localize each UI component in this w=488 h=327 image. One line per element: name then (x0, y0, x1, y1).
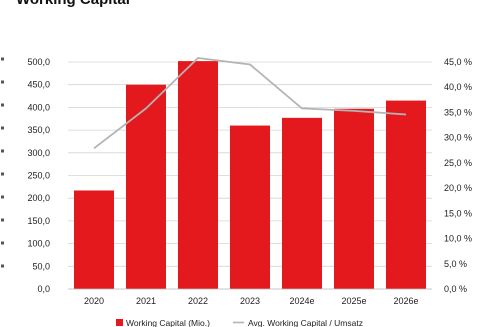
right-tick-label: 0,0 % (444, 284, 467, 294)
page-title: Working Capital (16, 0, 130, 8)
right-axis: 0,0 % 5,0 % 10,0 % 15,0 % 20,0 % 25,0 % 30,0 %… (444, 57, 472, 294)
bar-2023 (230, 125, 270, 289)
bar-2024e (282, 117, 322, 289)
left-tick-label: 200,0 (27, 193, 50, 203)
legend: Working Capital (Mio.) Avg. Working Capi… (116, 318, 363, 327)
left-tick-label: 400,0 (27, 102, 50, 112)
right-tick-label: 25,0 % (444, 158, 472, 168)
right-tick-label: 30,0 % (444, 133, 472, 143)
right-tick-label: 10,0 % (444, 234, 472, 244)
cropped-tick-mark (1, 103, 4, 107)
x-tick-label: 2024e (289, 296, 314, 306)
bar-2021 (126, 84, 166, 289)
bar-2020 (74, 190, 114, 289)
x-tick-label: 2026e (393, 296, 418, 306)
x-tick-label: 2023 (240, 296, 260, 306)
left-tick-label: 450,0 (27, 80, 50, 90)
x-tick-label: 2020 (84, 296, 104, 306)
right-tick-label: 40,0 % (444, 82, 472, 92)
left-edge-axis-remnant (1, 57, 4, 268)
left-axis: 0,0 50,0 100,0 150,0 200,0 250,0 300,0 350,0 400… (27, 57, 50, 294)
right-tick-label: 5,0 % (444, 259, 467, 269)
left-tick-label: 100,0 (27, 239, 50, 249)
x-tick-label: 2022 (188, 296, 208, 306)
left-tick-label: 250,0 (27, 171, 50, 181)
x-axis: 2020 2021 2022 2023 2024e 2025e 2026e (68, 288, 432, 306)
legend-swatch-working-capital (116, 319, 123, 326)
ratio-line-group (93, 57, 407, 150)
cropped-tick-mark (1, 218, 4, 222)
cropped-tick-mark (1, 172, 4, 176)
left-tick-label: 50,0 (32, 261, 50, 271)
cropped-tick-mark (1, 57, 4, 61)
cropped-tick-mark (1, 80, 4, 84)
left-tick-label: 500,0 (27, 57, 50, 67)
bar-2025e (334, 108, 374, 290)
cropped-tick-mark (1, 126, 4, 130)
cropped-tick-mark (1, 195, 4, 199)
left-tick-label: 150,0 (27, 216, 50, 226)
right-tick-label: 15,0 % (444, 208, 472, 218)
x-tick-label: 2025e (341, 296, 366, 306)
right-tick-label: 35,0 % (444, 107, 472, 117)
cropped-tick-mark (1, 241, 4, 245)
ratio-line (93, 57, 407, 150)
left-tick-label: 350,0 (27, 125, 50, 135)
legend-label-ratio: Avg. Working Capital / Umsatz (248, 318, 363, 327)
x-tick-label: 2021 (136, 296, 156, 306)
right-tick-label: 45,0 % (444, 57, 472, 67)
legend-label-working-capital: Working Capital (Mio.) (126, 318, 210, 327)
left-tick-label: 0,0 (37, 284, 50, 294)
cropped-tick-mark (1, 149, 4, 153)
bar-2022 (178, 61, 218, 290)
cropped-tick-mark (1, 264, 4, 268)
bar-2026e (386, 100, 426, 289)
bars (74, 61, 426, 290)
left-tick-label: 300,0 (27, 148, 50, 158)
right-tick-label: 20,0 % (444, 183, 472, 193)
